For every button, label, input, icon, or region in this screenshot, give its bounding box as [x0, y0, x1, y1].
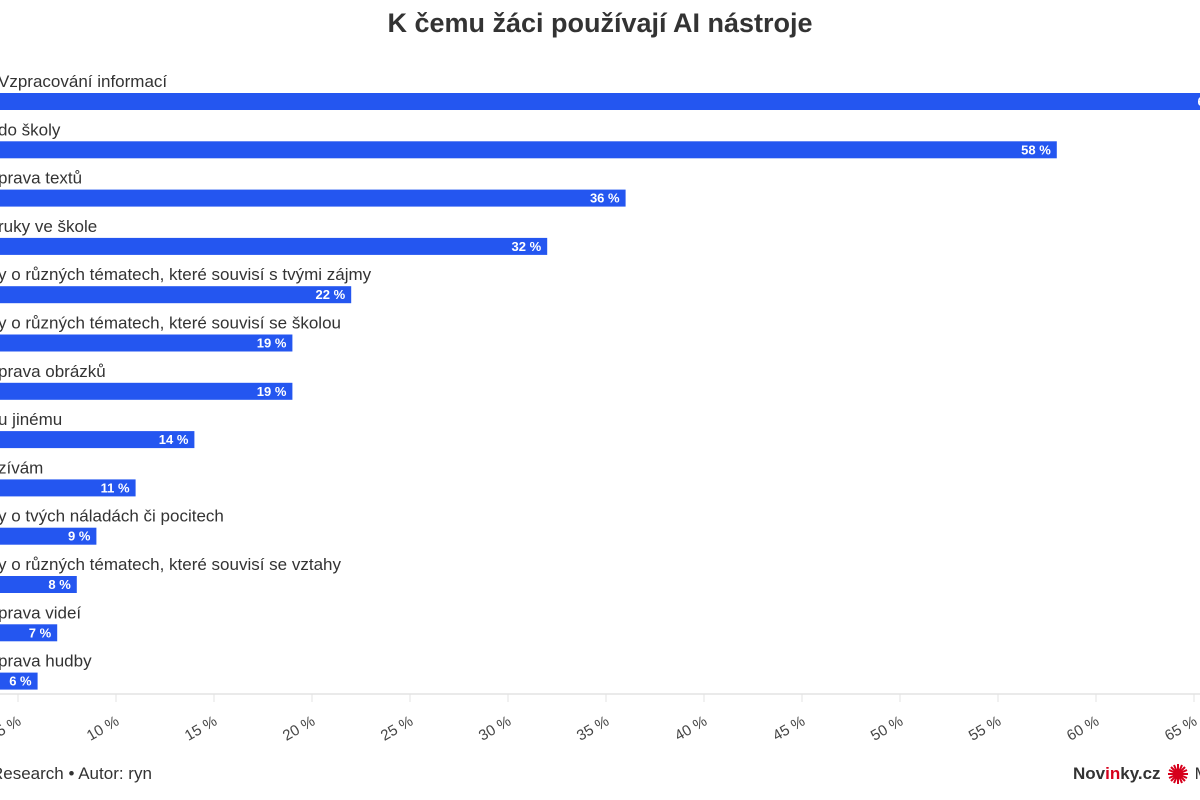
bar: [0, 189, 626, 207]
value-label: 14 %: [159, 432, 189, 447]
value-label: 58 %: [1021, 142, 1051, 157]
x-tick-label: 25 %: [378, 713, 416, 745]
category-label: y o různých tématech, které souvisí se v…: [0, 555, 341, 574]
value-label: 6 %: [9, 674, 32, 689]
logo-text-c: ky.cz: [1120, 764, 1161, 783]
bar: [0, 479, 136, 497]
bar: [0, 237, 548, 255]
category-label: Vzpracování informací: [0, 72, 167, 91]
x-tick-label: 30 %: [476, 713, 514, 745]
category-label: do školy: [0, 120, 61, 139]
logo-text-b: in: [1105, 764, 1121, 783]
value-label: 11 %: [101, 480, 130, 495]
value-label: 22 %: [316, 287, 346, 302]
x-tick-label: 45 %: [770, 713, 808, 745]
bar: [0, 286, 352, 304]
category-label: y o různých tématech, které souvisí se š…: [0, 314, 341, 333]
bar: [0, 624, 58, 642]
x-tick-label: 35 %: [574, 713, 612, 745]
value-label: 36 %: [590, 191, 620, 206]
bar: [0, 576, 77, 593]
value-label: 19 %: [257, 384, 287, 399]
chart-title: K čemu žáci používají AI nástroje: [387, 8, 813, 38]
x-tick-label: 10 %: [84, 713, 122, 745]
x-tick-label: 5 %: [0, 713, 24, 741]
x-tick-label: 40 %: [672, 713, 710, 745]
bar: [0, 141, 1057, 159]
value-label: 8 %: [48, 577, 71, 592]
x-tick-label: 50 %: [868, 713, 906, 745]
category-label: y o tvých náladách či pocitech: [0, 507, 224, 526]
logo-text-a: Nov: [1073, 764, 1106, 783]
value-label: 7 %: [29, 625, 52, 640]
x-tick-label: 20 %: [280, 713, 318, 745]
value-label: 9 %: [68, 529, 91, 544]
value-label: 67 %: [1198, 94, 1200, 109]
category-label: prava videí: [0, 603, 81, 622]
bar: [0, 431, 195, 449]
bar: [0, 672, 38, 690]
source-credit: Research • Autor: ryn: [0, 764, 152, 783]
category-label: prava hudby: [0, 652, 92, 671]
bar-chart: Vzpracování informací 67 % do školy 58 % pra…: [0, 72, 1200, 745]
x-tick-label: 15 %: [182, 713, 220, 745]
novinky-logo[interactable]: Novinky.cz: [1073, 764, 1161, 784]
category-label: ruky ve škole: [0, 217, 97, 236]
x-tick-label: 60 %: [1064, 713, 1102, 745]
x-tick-label: 65 %: [1162, 713, 1200, 745]
bar: [0, 93, 1200, 110]
category-label: prava obrázků: [0, 362, 106, 381]
value-label: 32 %: [512, 239, 542, 254]
category-label: u jinému: [0, 410, 62, 429]
brand-logos: Novinky.cz Ma: [1073, 763, 1200, 785]
category-label: prava textů: [0, 169, 82, 188]
category-label: y o různých tématech, které souvisí s tv…: [0, 265, 372, 284]
value-label: 19 %: [257, 336, 287, 351]
partner-logo-text: Ma: [1195, 764, 1200, 784]
bar: [0, 527, 97, 545]
category-label: zívám: [0, 458, 43, 477]
x-tick-label: 55 %: [966, 713, 1004, 745]
starburst-icon: [1167, 764, 1188, 784]
bar: [0, 334, 293, 352]
bar: [0, 382, 293, 400]
